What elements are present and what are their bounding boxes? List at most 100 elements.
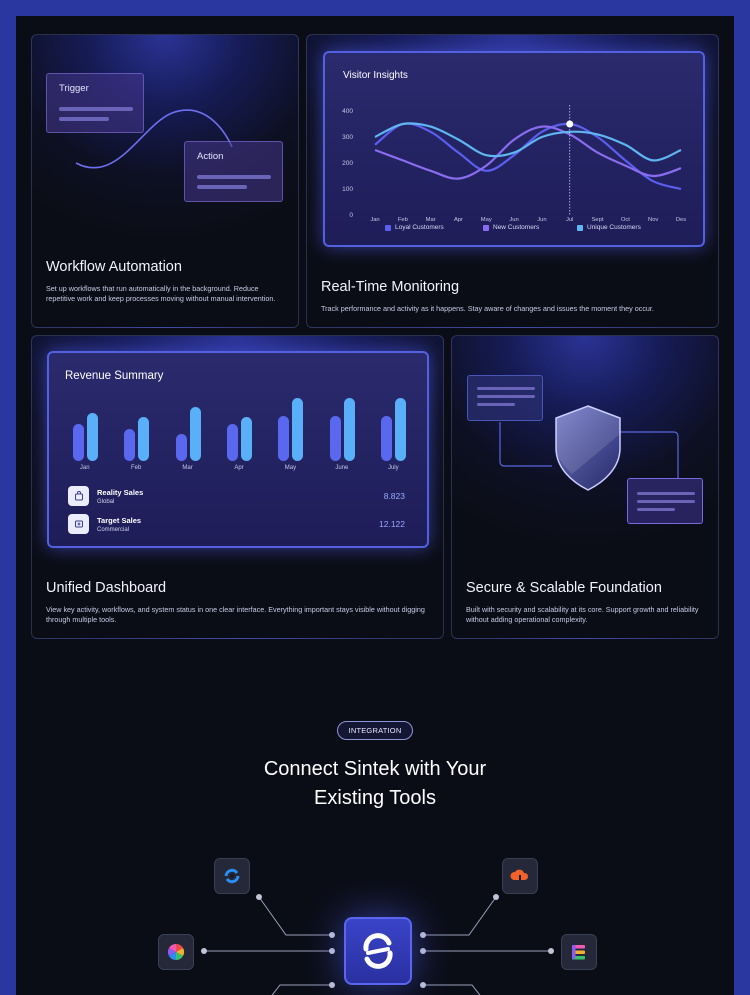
legend-label: Loyal Customers bbox=[395, 224, 444, 231]
trigger-label: Trigger bbox=[59, 83, 89, 94]
card-title: Workflow Automation bbox=[46, 259, 182, 275]
placeholder-line bbox=[477, 403, 515, 406]
shield-icon bbox=[555, 405, 621, 491]
workflow-card: Trigger Action Workflow Automation Set u… bbox=[31, 34, 299, 328]
dashboard-card: Revenue Summary Jan Feb Mar Apr May June July … bbox=[31, 335, 444, 639]
visitor-line-chart: 400 300 200 100 0 Jan Feb Mar Apr May Jun Jun Jul Sep… bbox=[342, 105, 686, 223]
revenue-bar-target-sales bbox=[343, 398, 355, 461]
x-tick-label: Nov bbox=[648, 217, 658, 223]
revenue-bar-target-sales bbox=[189, 406, 201, 461]
ticket-icon bbox=[68, 514, 89, 534]
revenue-title: Revenue Summary bbox=[65, 370, 164, 382]
y-tick-label: 0 bbox=[349, 212, 353, 219]
revenue-bar-target-sales bbox=[86, 412, 98, 461]
revenue-bar-reality-sales bbox=[124, 428, 136, 461]
visitor-insights-panel: Visitor Insights 400 300 200 100 0 Jan Feb Mar A… bbox=[323, 51, 705, 247]
legend-swatch bbox=[483, 224, 489, 231]
reality-sales-row: Reality Sales Global 8.823 bbox=[65, 486, 415, 510]
placeholder-line bbox=[637, 492, 695, 495]
hover-point[interactable] bbox=[566, 120, 574, 128]
legend-label: New Customers bbox=[493, 224, 540, 231]
revenue-bar-reality-sales bbox=[329, 415, 341, 461]
monitoring-card: Visitor Insights 400 300 200 100 0 Jan Feb Mar A… bbox=[306, 34, 719, 328]
legend-loyal: Loyal Customers bbox=[385, 224, 444, 231]
legend-label: Unique Customers bbox=[587, 224, 641, 231]
card-description: Track performance and activity as it hap… bbox=[321, 304, 654, 313]
stat-sub: Commercial bbox=[97, 527, 130, 533]
revenue-bar-target-sales bbox=[241, 417, 252, 461]
stat-sub: Global bbox=[97, 499, 115, 505]
stat-name: Target Sales bbox=[97, 516, 142, 525]
revenue-month-label: Jan bbox=[79, 465, 90, 471]
card-description: View key activity, workflows, and system… bbox=[46, 605, 425, 624]
stat-value: 12.122 bbox=[379, 519, 405, 529]
legend-swatch bbox=[385, 224, 391, 231]
sintek-logo-icon bbox=[363, 933, 393, 969]
card-title: Real-Time Monitoring bbox=[321, 279, 460, 295]
legend-new: New Customers bbox=[483, 224, 539, 231]
revenue-bar-target-sales bbox=[292, 398, 304, 461]
x-tick-label: Mar bbox=[426, 217, 436, 223]
placeholder-line bbox=[197, 185, 247, 189]
tool-cloud-icon[interactable] bbox=[502, 858, 538, 894]
card-description: Set up workflows that run automatically … bbox=[46, 284, 276, 303]
placeholder-line bbox=[477, 387, 535, 390]
x-tick-label: Oct bbox=[621, 217, 630, 223]
revenue-bar-reality-sales bbox=[381, 415, 393, 461]
placeholder-line bbox=[637, 508, 675, 511]
x-tick-label: Apr bbox=[454, 217, 463, 223]
x-tick-label: Jun bbox=[537, 217, 546, 223]
legend-unique: Unique Customers bbox=[577, 224, 641, 231]
revenue-month-label: June bbox=[335, 465, 349, 471]
revenue-bar-reality-sales bbox=[227, 424, 238, 461]
revenue-summary-panel: Revenue Summary Jan Feb Mar Apr May June July … bbox=[47, 351, 429, 548]
x-tick-label: Jul bbox=[566, 217, 573, 223]
card-description: Built with security and scalability at i… bbox=[466, 605, 699, 624]
y-tick-label: 100 bbox=[342, 186, 353, 193]
revenue-month-label: May bbox=[284, 465, 297, 471]
headline-line-1: Connect Sintek with Your bbox=[263, 758, 487, 780]
revenue-bar-reality-sales bbox=[175, 433, 187, 461]
stat-value: 8.823 bbox=[383, 491, 405, 501]
page-frame: Trigger Action Workflow Automation Set u… bbox=[16, 16, 734, 995]
action-node: Action bbox=[184, 141, 283, 202]
x-tick-label: Jan bbox=[370, 217, 379, 223]
secure-card: Secure & Scalable Foundation Built with … bbox=[451, 335, 719, 639]
x-tick-label: Sept bbox=[592, 217, 604, 223]
revenue-month-labels: Jan Feb Mar Apr May June July bbox=[59, 465, 419, 475]
tool-pinwheel-icon[interactable] bbox=[158, 934, 194, 970]
x-tick-label: Feb bbox=[398, 217, 408, 223]
legend-swatch bbox=[577, 224, 583, 231]
placeholder-line bbox=[59, 107, 133, 111]
visitor-chart-title: Visitor Insights bbox=[343, 70, 408, 81]
y-tick-label: 400 bbox=[342, 108, 353, 115]
stat-name: Reality Sales bbox=[97, 488, 144, 497]
revenue-bar-reality-sales bbox=[278, 415, 290, 461]
target-sales-row: Target Sales Commercial 12.122 bbox=[65, 514, 415, 538]
series-line-unique-customers bbox=[374, 122, 682, 162]
revenue-month-label: July bbox=[387, 465, 399, 471]
info-node bbox=[467, 375, 543, 421]
integration-connectors bbox=[201, 894, 554, 995]
y-tick-label: 200 bbox=[342, 160, 353, 167]
card-title: Secure & Scalable Foundation bbox=[466, 580, 662, 596]
tool-refresh-icon[interactable] bbox=[214, 858, 250, 894]
x-tick-label: Des bbox=[676, 217, 686, 223]
trigger-node: Trigger bbox=[46, 73, 144, 133]
revenue-bar-reality-sales bbox=[72, 424, 84, 461]
placeholder-line bbox=[197, 175, 271, 179]
revenue-month-label: Mar bbox=[182, 465, 193, 471]
headline-line-2: Existing Tools bbox=[314, 787, 436, 809]
placeholder-line bbox=[477, 395, 535, 398]
info-node bbox=[627, 478, 703, 524]
series-line-new-customers bbox=[374, 125, 682, 180]
tool-stack-icon[interactable] bbox=[561, 934, 597, 970]
x-tick-label: Jun bbox=[509, 217, 518, 223]
revenue-month-label: Feb bbox=[130, 465, 142, 471]
placeholder-line bbox=[637, 500, 695, 503]
revenue-bar-target-sales bbox=[138, 417, 150, 461]
revenue-month-label: Apr bbox=[234, 465, 244, 471]
sintek-hub-logo[interactable] bbox=[344, 917, 412, 985]
revenue-bar-target-sales bbox=[395, 398, 407, 461]
y-tick-label: 300 bbox=[342, 134, 353, 141]
